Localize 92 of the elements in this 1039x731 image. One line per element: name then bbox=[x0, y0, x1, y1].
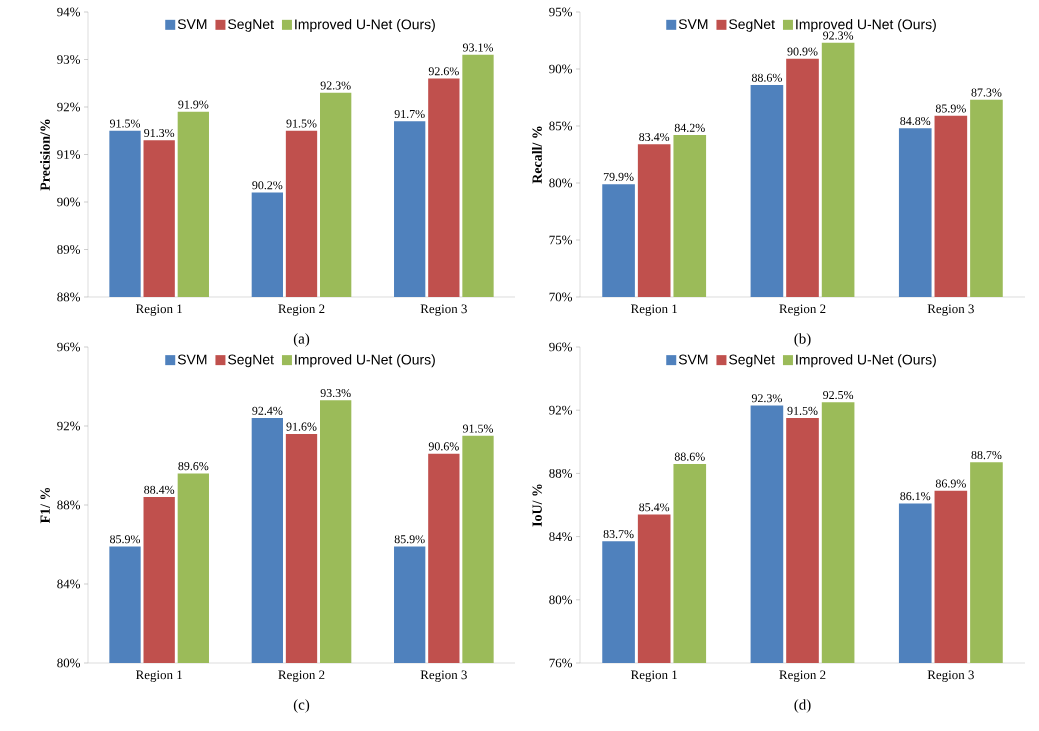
x-tick-label: Region 1 bbox=[135, 304, 182, 316]
x-tick-label: Region 2 bbox=[779, 304, 826, 316]
legend-label: SVM bbox=[177, 354, 207, 365]
x-tick-label: Region 2 bbox=[278, 670, 325, 682]
y-tick-label: 80% bbox=[549, 178, 573, 188]
y-axis-title: Precision/% bbox=[40, 119, 50, 191]
data-label: 92.5% bbox=[823, 390, 854, 400]
data-label: 79.9% bbox=[603, 172, 634, 181]
data-label: 92.3% bbox=[751, 394, 782, 403]
x-tick-label: Region 3 bbox=[927, 304, 974, 316]
y-tick-label: 85% bbox=[549, 121, 573, 131]
text: (d) bbox=[794, 699, 811, 713]
data-label: 93.1% bbox=[462, 43, 494, 52]
x-tick-label: Region 1 bbox=[630, 670, 677, 682]
data-label: 86.9% bbox=[935, 479, 966, 488]
data-label: 88.6% bbox=[674, 452, 705, 461]
y-tick-label: 80% bbox=[57, 658, 81, 668]
data-label: 84.2% bbox=[674, 123, 705, 132]
y-tick-label: 90% bbox=[549, 64, 573, 74]
x-tick-label: Region 2 bbox=[278, 304, 325, 316]
y-axis-title: F1/ % bbox=[40, 487, 50, 524]
y-tick-label: 90% bbox=[57, 197, 81, 207]
data-label: 91.5% bbox=[109, 119, 141, 128]
y-tick-label: 92% bbox=[57, 102, 81, 112]
y-tick-label: 92% bbox=[57, 421, 81, 431]
y-tick-label: 91% bbox=[57, 150, 81, 159]
x-tick-label: Region 3 bbox=[927, 670, 974, 682]
data-label: 85.4% bbox=[639, 503, 670, 512]
data-label: 86.1% bbox=[900, 492, 931, 501]
y-tick-label: 94% bbox=[57, 7, 81, 17]
data-label: 91.5% bbox=[286, 119, 317, 128]
text: (b) bbox=[794, 333, 811, 347]
data-label: 88.6% bbox=[751, 73, 782, 82]
legend-label: SVM bbox=[678, 354, 708, 365]
data-label: 91.9% bbox=[178, 100, 209, 109]
x-tick-label: Region 1 bbox=[630, 304, 677, 316]
y-tick-label: 93% bbox=[57, 55, 81, 64]
data-label: 92.6% bbox=[428, 67, 459, 76]
data-label: 83.4% bbox=[639, 132, 670, 142]
legend-label: SegNet bbox=[228, 354, 274, 368]
data-label: 83.7% bbox=[603, 530, 634, 539]
data-label: 92.4% bbox=[252, 406, 283, 415]
y-tick-label: 70% bbox=[549, 292, 573, 302]
y-tick-label: 84% bbox=[549, 532, 573, 541]
y-tick-label: 84% bbox=[57, 579, 81, 589]
data-label: 85.9% bbox=[935, 104, 966, 113]
legend-label: Improved U-Net (Ours) bbox=[796, 354, 936, 368]
data-label: 93.3% bbox=[320, 389, 351, 398]
data-label: 90.2% bbox=[252, 181, 283, 190]
data-label: 87.3% bbox=[971, 88, 1002, 97]
x-tick-label: Region 1 bbox=[135, 670, 182, 682]
y-tick-label: 95% bbox=[549, 7, 573, 17]
legend-label: SegNet bbox=[729, 354, 775, 368]
y-tick-label: 75% bbox=[549, 235, 573, 245]
text: (c) bbox=[293, 699, 310, 713]
legend-label: Improved U-Net (Ours) bbox=[796, 19, 936, 33]
data-label: 92.3% bbox=[823, 31, 854, 40]
legend-label: SegNet bbox=[228, 19, 274, 32]
x-tick-label: Region 3 bbox=[420, 670, 467, 682]
data-label: 85.9% bbox=[110, 535, 141, 544]
legend-label: SVM bbox=[678, 19, 708, 30]
y-tick-label: 92% bbox=[549, 405, 573, 415]
data-label: 88.4% bbox=[144, 485, 175, 494]
data-label: 91.6% bbox=[286, 422, 317, 431]
data-label: 92.3% bbox=[320, 81, 351, 90]
y-tick-label: 96% bbox=[57, 342, 81, 352]
y-axis-title: IoU/ % bbox=[532, 484, 542, 527]
data-label: 88.7% bbox=[971, 451, 1002, 460]
data-label: 91.7% bbox=[394, 109, 425, 119]
data-label: 90.9% bbox=[787, 47, 818, 56]
y-tick-label: 96% bbox=[549, 342, 573, 352]
data-label: 84.8% bbox=[900, 116, 931, 126]
y-tick-label: 88% bbox=[57, 292, 81, 302]
y-tick-label: 76% bbox=[549, 658, 573, 668]
y-tick-label: 88% bbox=[57, 500, 81, 510]
legend-label: Improved U-Net (Ours) bbox=[295, 19, 435, 33]
data-label: 91.5% bbox=[787, 406, 818, 415]
y-tick-label: 80% bbox=[549, 595, 573, 605]
x-tick-label: Region 3 bbox=[420, 304, 467, 316]
legend-label: SegNet bbox=[729, 19, 775, 32]
data-label: 89.6% bbox=[178, 462, 209, 471]
legend-label: SVM bbox=[177, 19, 207, 30]
y-tick-label: 88% bbox=[549, 469, 573, 478]
y-axis-title: Recall/ % bbox=[532, 126, 542, 184]
y-tick-label: 89% bbox=[57, 245, 81, 254]
data-label: 85.9% bbox=[394, 535, 425, 544]
x-tick-label: Region 2 bbox=[779, 670, 826, 682]
legend-label: Improved U-Net (Ours) bbox=[295, 354, 435, 368]
data-label: 91.5% bbox=[462, 424, 494, 433]
data-label: 91.3% bbox=[144, 128, 175, 138]
text: (a) bbox=[293, 333, 310, 347]
data-label: 90.6% bbox=[428, 442, 459, 451]
